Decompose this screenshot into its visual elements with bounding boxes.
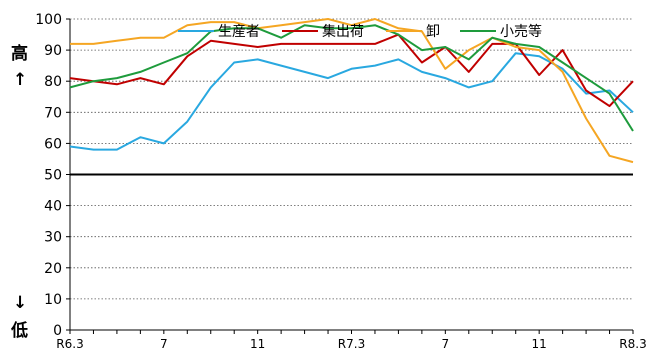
side-label-top: 高 [11,43,28,64]
y-tick-label: 30 [44,230,62,246]
y-tick-label: 0 [53,323,62,339]
y-tick-label: 80 [44,74,62,90]
x-tick-label: R7.3 [338,337,365,351]
x-tick-label: R8.3 [619,337,646,351]
series-line-3 [70,18,634,164]
x-tick-label: 11 [250,337,265,351]
x-tick-label: 7 [160,337,168,351]
side-labels: 高 ↑ ↓ 低 [10,43,28,341]
y-tick-label: 50 [44,168,62,184]
y-tick-label: 10 [44,292,62,308]
side-label-bottom: 低 [10,320,28,341]
y-tick-labels: 0 10 20 30 40 50 60 70 80 90 100 [35,12,62,339]
legend-label-4: 小売等 [500,23,542,40]
axes [66,18,634,334]
legend: 生産者 集出荷 卸 小売等 [178,23,542,40]
x-tick-labels: R6.3 7 11 R7.3 7 11 R8.3 [56,337,646,351]
y-tick-label: 70 [44,105,62,121]
legend-label-2: 集出荷 [322,23,364,40]
series-lines [69,18,634,164]
x-tick-label: R6.3 [56,337,83,351]
series-line-1 [69,52,634,151]
y-tick-label: 60 [44,136,62,152]
legend-label-3: 卸 [426,24,440,40]
y-tick-label: 100 [35,12,62,28]
legend-label-1: 生産者 [218,24,260,40]
y-tick-label: 90 [44,43,62,59]
side-label-top-arrow: ↑ [13,70,27,90]
y-tick-label: 40 [44,199,62,215]
y-tick-label: 20 [44,261,62,277]
x-tick-label: 7 [442,337,450,351]
x-tick-label: 11 [532,337,547,351]
series-line-2 [69,33,634,108]
side-label-bottom-arrow: ↓ [13,293,27,313]
series-line-4 [69,24,634,132]
